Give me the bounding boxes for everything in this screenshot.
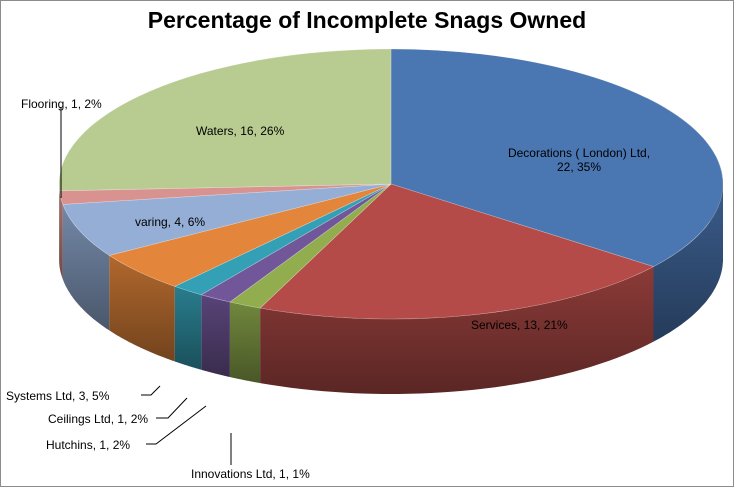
slice-innovations-ltd [229,183,392,309]
data-label-ceilings: Ceilings Ltd, 1, 2% [48,412,149,426]
slice-side-ceilings-ltd [174,286,202,370]
data-label-waters: Waters, 16, 26% [196,124,285,138]
data-label-innovations: Innovations Ltd, 1, 1% [191,467,310,481]
slice-hutchins [200,183,392,303]
slice-side-services [260,266,654,394]
slice-services [259,183,655,320]
slice-side-hutchins [201,294,230,377]
data-label-systems: Systems Ltd, 3, 5% [6,389,110,403]
slice-systems-ltd [108,183,392,287]
data-label-decorations: Decorations ( London) Ltd, 22, 35% [507,146,651,174]
slice-side-varing [62,204,110,331]
slice-side-decorations-london-ltd [653,184,723,342]
slice-side-innovations-ltd [229,302,261,384]
slice-side-systems-ltd [109,255,175,362]
slice-waters [58,48,392,192]
chart-title: Percentage of Incomplete Snags Owned [147,7,587,33]
data-label-flooring: Flooring, 1, 2% [21,97,102,111]
leader-line-hutchins [146,405,207,445]
data-label-services: Services, 13, 21% [471,318,568,332]
slice-varing [62,183,392,256]
leader-line-ceilings [156,397,188,419]
slice-ceilings-ltd [173,183,392,296]
data-label-varing: varing, 4, 6% [135,215,206,229]
data-label-hutchins: Hutchins, 1, 2% [46,438,131,452]
slice-side-flooring [59,190,63,280]
slice-decorations-london-ltd [390,48,724,267]
leader-line-systems [141,385,161,396]
